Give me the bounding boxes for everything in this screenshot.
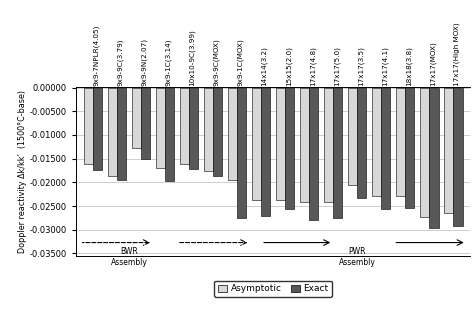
- Bar: [372, 88, 381, 196]
- Bar: [454, 88, 463, 226]
- Bar: [141, 88, 150, 159]
- Y-axis label: Doppler reactivity Δk/kk’  (1500°C-base): Doppler reactivity Δk/kk’ (1500°C-base): [18, 90, 27, 253]
- Bar: [309, 88, 318, 220]
- Bar: [213, 88, 222, 176]
- Bar: [333, 88, 342, 218]
- Bar: [261, 88, 270, 216]
- Bar: [204, 88, 213, 171]
- Bar: [180, 88, 189, 164]
- Bar: [357, 88, 366, 197]
- Bar: [165, 88, 174, 182]
- Bar: [84, 88, 93, 164]
- Bar: [348, 88, 357, 185]
- Bar: [429, 88, 438, 228]
- Bar: [396, 88, 405, 196]
- Text: PWR
Assembly: PWR Assembly: [339, 247, 376, 267]
- Bar: [300, 88, 309, 202]
- Bar: [156, 88, 165, 168]
- Bar: [276, 88, 285, 200]
- Bar: [189, 88, 198, 169]
- Bar: [381, 88, 390, 209]
- Bar: [252, 88, 261, 200]
- Bar: [237, 88, 246, 218]
- Bar: [228, 88, 237, 180]
- Bar: [108, 88, 117, 176]
- Bar: [324, 88, 333, 202]
- Bar: [285, 88, 294, 209]
- Bar: [420, 88, 429, 217]
- Legend: Asymptotic, Exact: Asymptotic, Exact: [214, 280, 332, 297]
- Bar: [117, 88, 126, 180]
- Bar: [132, 88, 141, 148]
- Bar: [444, 88, 454, 213]
- Text: BWR
Assembly: BWR Assembly: [111, 247, 147, 267]
- Bar: [93, 88, 102, 170]
- Bar: [405, 88, 415, 208]
